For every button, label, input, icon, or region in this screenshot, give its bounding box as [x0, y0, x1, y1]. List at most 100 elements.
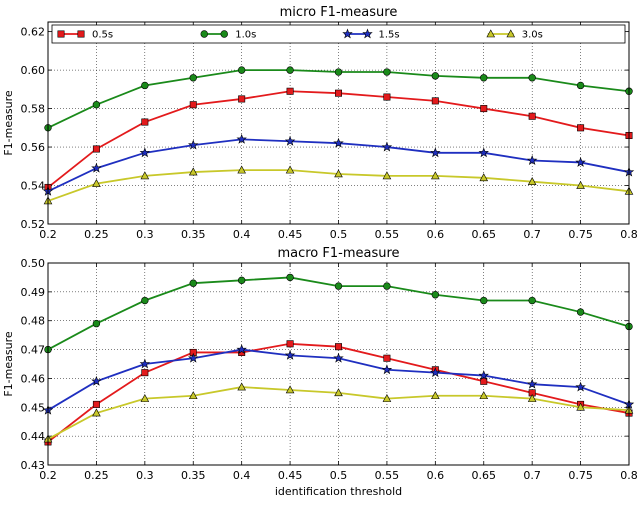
- data-point-1.5s: [575, 156, 586, 167]
- x-tick-label: 0.4: [233, 228, 251, 241]
- legend-label-1.0s: 1.0s: [235, 30, 256, 41]
- legend-label-3.0s: 3.0s: [522, 30, 543, 41]
- data-point-3.0s: [382, 171, 392, 180]
- x-tick-label: 0.3: [136, 469, 154, 482]
- legend-marker-0.5s: [77, 30, 85, 38]
- data-point-3.0s: [334, 388, 343, 397]
- x-tick-label: 0.65: [472, 469, 497, 482]
- x-tick-label: 0.65: [472, 228, 497, 241]
- x-tick-label: 0.5: [330, 469, 348, 482]
- y-tick-label: 0.46: [21, 372, 46, 385]
- data-point-1.5s: [430, 367, 441, 378]
- data-point-1.5s: [91, 162, 102, 173]
- data-point-0.5s: [383, 354, 391, 362]
- macro-f1-chart: 0.2 0.25 0.3 0.35 0.4 0.45 0.5 0.55 0.6 0.65 0.7 0.…: [2, 246, 638, 498]
- x-tick-label: 0.55: [375, 469, 400, 482]
- chart-title: macro F1-measure: [277, 246, 399, 261]
- data-point-3.0s: [285, 385, 295, 394]
- x-tick-label: 0.35: [181, 469, 206, 482]
- data-point-1.0s: [286, 273, 294, 282]
- data-point-0.5s: [334, 89, 342, 97]
- data-point-1.5s: [526, 378, 538, 389]
- data-point-1.5s: [333, 352, 344, 363]
- data-point-1.0s: [237, 276, 246, 285]
- data-point-1.0s: [92, 101, 101, 109]
- x-tick-label: 0.45: [278, 469, 303, 482]
- x-tick-label: 0.55: [375, 228, 400, 241]
- data-point-1.0s: [480, 74, 488, 82]
- data-point-3.0s: [188, 391, 198, 400]
- legend: 0.5s 1.0s 1.5s 3.0s: [51, 24, 626, 44]
- data-point-3.0s: [92, 178, 101, 187]
- legend-marker-1.5s: [342, 28, 353, 39]
- data-point-1.0s: [576, 308, 585, 316]
- data-point-0.5s: [577, 124, 585, 132]
- y-tick-label: 0.54: [21, 180, 46, 193]
- x-tick-label: 0.5: [330, 228, 348, 241]
- legend-marker-1.0s: [200, 30, 208, 38]
- data-point-3.0s: [431, 171, 440, 180]
- data-point-0.5s: [528, 112, 536, 120]
- data-point-1.0s: [383, 282, 391, 290]
- data-point-0.5s: [238, 95, 246, 103]
- data-point-3.0s: [527, 177, 537, 185]
- data-point-1.5s: [526, 155, 538, 165]
- data-point-1.0s: [141, 296, 149, 305]
- data-point-3.0s: [237, 165, 246, 174]
- data-point-1.5s: [91, 375, 102, 386]
- data-point-3.0s: [479, 391, 489, 400]
- data-point-0.5s: [431, 97, 439, 105]
- plot-frame: [47, 21, 630, 225]
- data-point-1.5s: [188, 139, 199, 150]
- chart-title: micro F1-measure: [280, 5, 398, 20]
- y-tick-label: 0.60: [21, 64, 46, 77]
- x-tick-label: 0.25: [84, 469, 109, 482]
- data-point-1.0s: [92, 319, 101, 328]
- data-point-1.0s: [431, 291, 440, 299]
- data-point-1.5s: [284, 349, 296, 360]
- legend-marker-1.0s: [220, 30, 228, 38]
- data-point-1.0s: [528, 296, 536, 305]
- data-point-1.0s: [286, 66, 294, 74]
- x-tick-label: 0.2: [39, 228, 57, 241]
- data-point-0.5s: [189, 101, 197, 109]
- data-point-3.0s: [334, 169, 343, 178]
- y-tick-label: 0.48: [21, 315, 46, 328]
- x-tick-label: 0.7: [523, 228, 541, 241]
- x-tick-label: 0.3: [136, 228, 154, 241]
- data-point-3.0s: [188, 167, 198, 176]
- x-tick-label: 0.45: [278, 228, 303, 241]
- y-tick-label: 0.58: [21, 103, 46, 116]
- data-point-1.0s: [383, 68, 391, 76]
- data-point-0.5s: [480, 105, 488, 113]
- x-tick-label: 0.8: [620, 228, 638, 241]
- legend-box: [51, 24, 626, 44]
- x-tick-label: 0.25: [84, 228, 109, 241]
- data-point-3.0s: [576, 402, 585, 411]
- data-point-1.0s: [334, 282, 343, 290]
- data-point-3.0s: [140, 393, 150, 402]
- x-tick-label: 0.7: [523, 469, 541, 482]
- data-point-0.5s: [383, 93, 391, 101]
- data-point-1.5s: [478, 370, 489, 380]
- data-point-1.5s: [381, 141, 393, 152]
- data-point-0.5s: [92, 145, 100, 153]
- data-point-0.5s: [480, 377, 488, 385]
- x-tick-label: 0.8: [620, 469, 638, 482]
- legend-marker-0.5s: [57, 30, 65, 38]
- data-point-1.0s: [528, 74, 536, 82]
- x-tick-label: 0.2: [39, 469, 57, 482]
- data-point-1.5s: [381, 364, 393, 375]
- y-tick-label: 0.43: [21, 459, 46, 472]
- data-point-1.0s: [334, 68, 343, 76]
- data-point-0.5s: [141, 118, 149, 126]
- data-point-0.5s: [334, 343, 342, 351]
- legend-marker-3.0s: [486, 29, 496, 38]
- data-point-1.5s: [575, 381, 586, 392]
- x-tick-label: 0.75: [568, 469, 593, 482]
- x-axis-label: identification threshold: [275, 485, 402, 498]
- data-point-3.0s: [140, 171, 150, 180]
- data-point-3.0s: [92, 408, 101, 417]
- x-tick-label: 0.4: [233, 469, 251, 482]
